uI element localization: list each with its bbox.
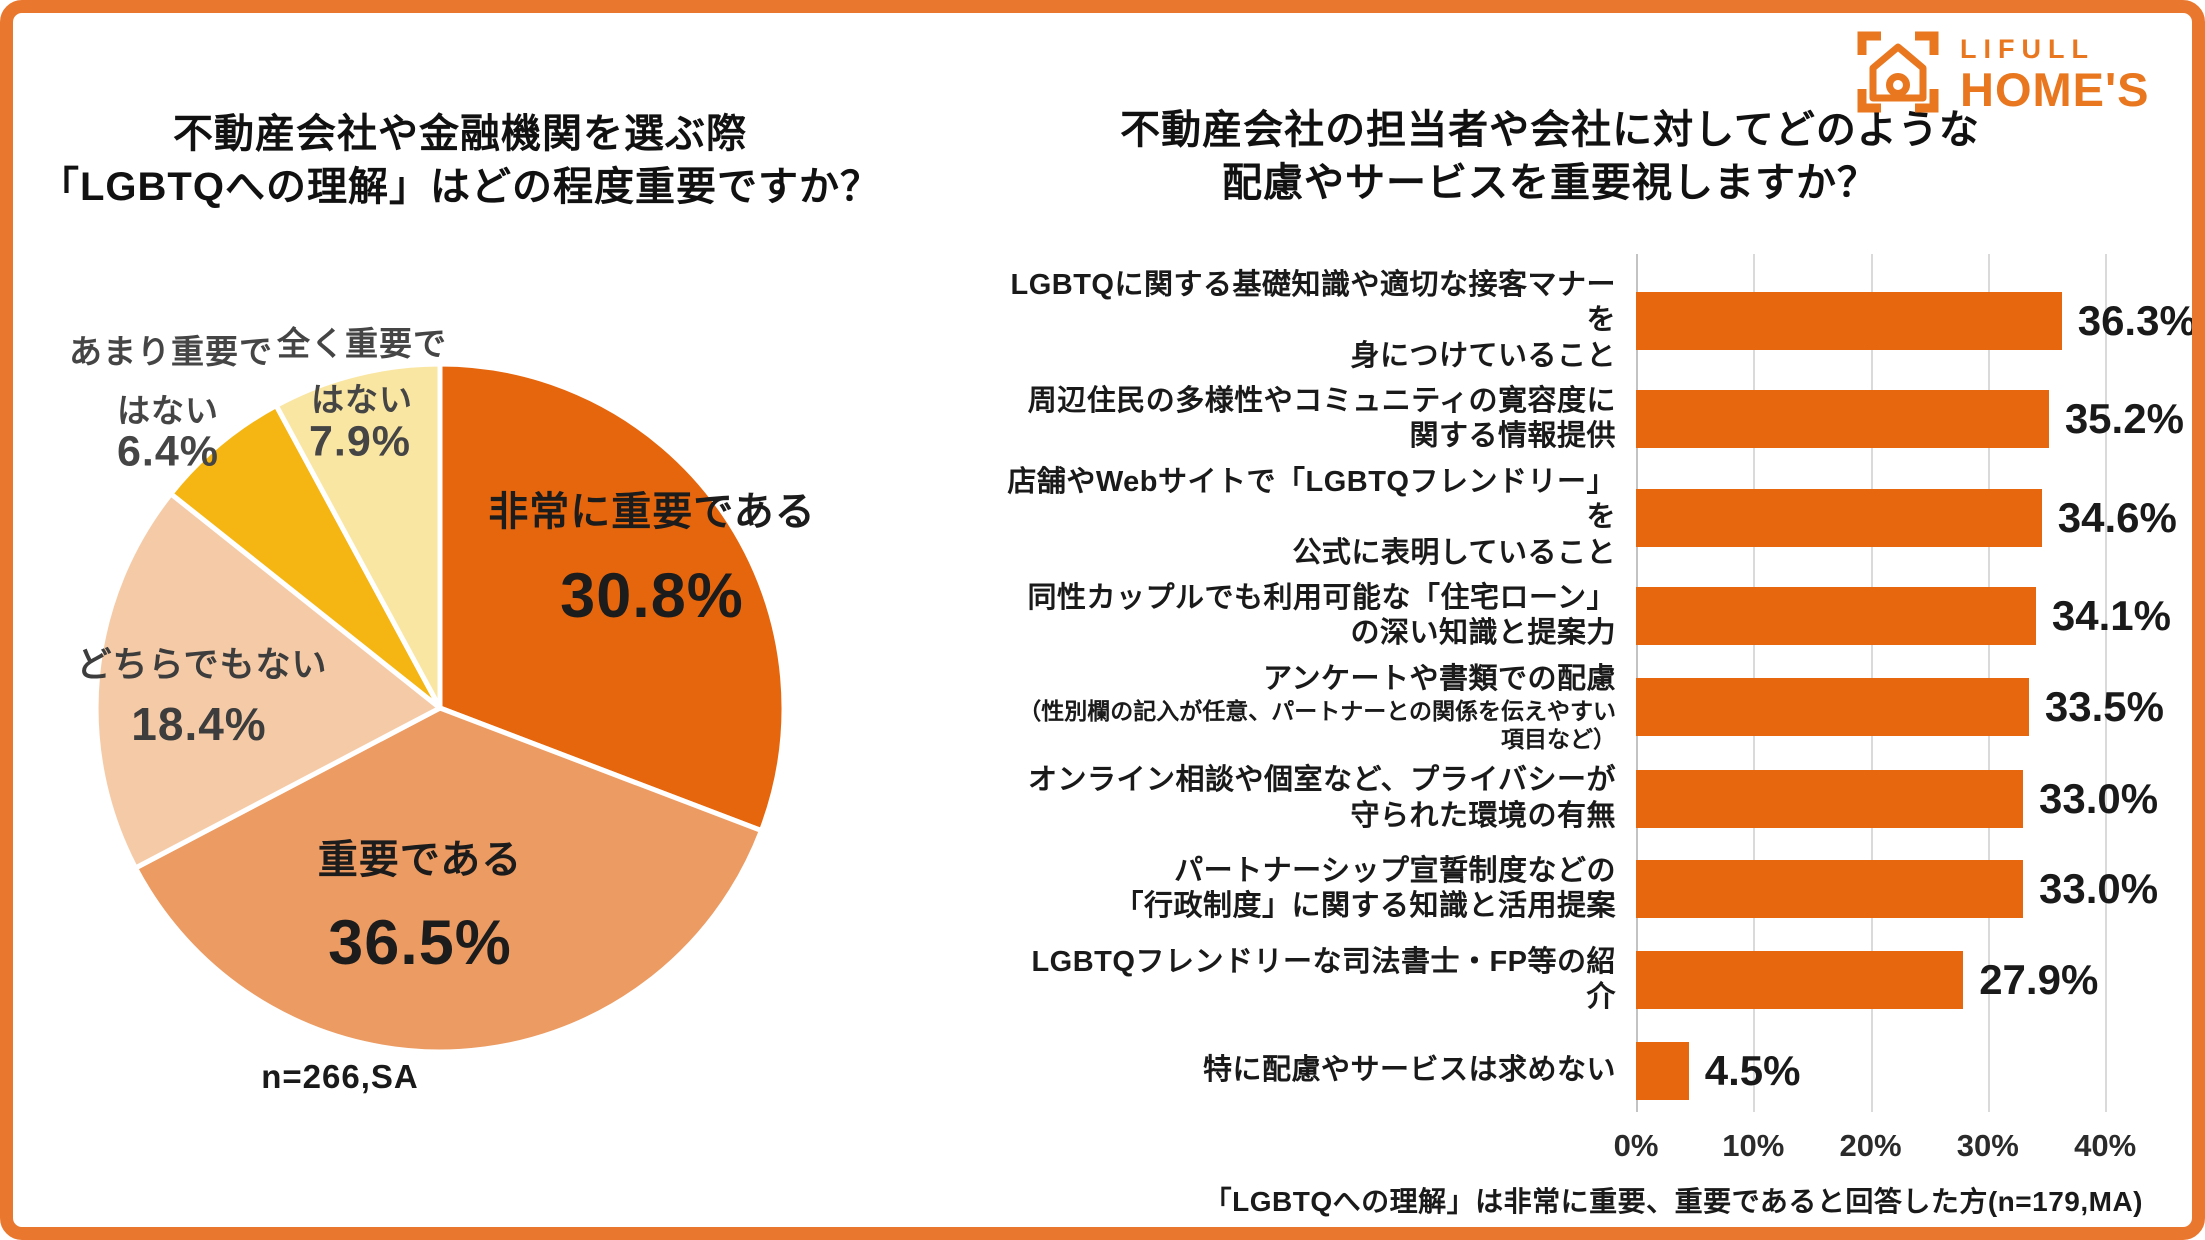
pie-slice-2-label-line1: どちらでもない xyxy=(76,645,328,685)
pie-slice-4-label-line2: はない xyxy=(311,381,413,418)
logo-wordmark: LIFULL HOME'S xyxy=(1960,33,2150,116)
house-viewfinder-icon xyxy=(1852,26,1944,123)
bar-chart-rows: LGBTQに関する基礎知識や適切な接客マナーを 身につけていること 36.3% 周辺住… xyxy=(1005,268,2197,1116)
bar-category-label-line: 周辺住民の多様性やコミュニティの寛容度に関する情報提供 xyxy=(1027,385,1616,453)
bar-category-label-7: LGBTQフレンドリーな司法書士・FP等の紹介 xyxy=(1005,945,1636,1016)
bar-category-label-line: （性別欄の記入が任意、パートナーとの関係を伝えやすい項目など） xyxy=(1018,698,1616,753)
bar-row-6: パートナーシップ宣誓制度などの 「行政制度」に関する知識と活用提案 33.0% xyxy=(1005,844,2158,935)
bar-2 xyxy=(1636,488,2042,547)
bar-6 xyxy=(1636,860,2023,919)
pie-chart-title: 不動産会社や金融機関を選ぶ際 「LGBTQへの理解」はどの程度重要ですか？ xyxy=(30,108,890,214)
bar-row-2: 店舗やWebサイトで「LGBTQフレンドリー」を 公式に表明していること 34.6% xyxy=(1005,465,2177,571)
pie-chart-title-line2: 「LGBTQへの理解」はどの程度重要ですか？ xyxy=(39,164,881,209)
x-axis-tick-30pct: 30% xyxy=(1956,1128,2019,1163)
bar-category-label-8: 特に配慮やサービスは求めない xyxy=(1005,1053,1636,1088)
x-axis-tick-20pct: 20% xyxy=(1839,1128,1902,1163)
bar-category-label-2: 店舗やWebサイトで「LGBTQフレンドリー」を 公式に表明していること xyxy=(1005,465,1636,571)
bar-row-4: アンケートや書類での配慮 （性別欄の記入が任意、パートナーとの関係を伝えやすい項目… xyxy=(1005,662,2164,753)
pie-slice-3 xyxy=(168,403,443,711)
bar-category-label-line: LGBTQフレンドリーな司法書士・FP等の紹介 xyxy=(1031,945,1616,1013)
pie-slice-0-label-line1: 非常に重要である xyxy=(488,490,816,534)
bar-category-label-6: パートナーシップ宣誓制度などの 「行政制度」に関する知識と活用提案 xyxy=(1005,854,1636,925)
bar-value-label-6: 33.0% xyxy=(2039,865,2159,913)
bar-value-label-2: 34.6% xyxy=(2057,493,2177,541)
bar-5 xyxy=(1636,769,2023,828)
bar-value-label-4: 33.5% xyxy=(2044,683,2164,731)
bar-sample-note: 「LGBTQへの理解」は非常に重要、重要であると回答した方(n=179,MA) xyxy=(1203,1186,2143,1217)
bar-3 xyxy=(1636,587,2036,646)
pie-slice-2-value: 18.4% xyxy=(131,698,267,750)
bar-track-7: 27.9% xyxy=(1636,935,2145,1026)
bar-track-8: 4.5% xyxy=(1636,1025,2145,1116)
bar-track-2: 34.6% xyxy=(1636,465,2177,571)
bar-value-label-1: 35.2% xyxy=(2064,395,2184,443)
bar-track-0: 36.3% xyxy=(1636,268,2197,374)
x-axis-tick-0pct: 0% xyxy=(1613,1128,1659,1163)
pie-slice-4-value: 7.9% xyxy=(308,417,412,466)
bar-category-label-line: 「行政制度」に関する知識と活用提案 xyxy=(1114,890,1616,923)
bar-category-label-1: 周辺住民の多様性やコミュニティの寛容度に関する情報提供 xyxy=(1005,384,1636,455)
bar-category-label-line: 店舗やWebサイトで「LGBTQフレンドリー」を xyxy=(1007,465,1616,534)
pie-slice-2 xyxy=(93,491,443,871)
bar-value-label-3: 34.1% xyxy=(2051,592,2172,640)
bar-category-label-line: パートナーシップ宣誓制度などの xyxy=(1174,854,1616,887)
bar-row-3: 同性カップルでも利用可能な「住宅ローン」の深い知識と提案力 34.1% xyxy=(1005,571,2171,662)
logo-text-lifull: LIFULL xyxy=(1960,33,2095,64)
lifull-homes-logo: LIFULL HOME'S xyxy=(1852,26,2150,123)
x-axis-tick-40pct: 40% xyxy=(2074,1128,2137,1163)
bar-chart-title-line2: 配慮やサービスを重要視しますか？ xyxy=(1222,160,1878,205)
bar-category-label-line: アンケートや書類での配慮 xyxy=(1263,662,1616,695)
bar-value-label-8: 4.5% xyxy=(1704,1046,1801,1094)
bar-value-label-0: 36.3% xyxy=(2077,297,2197,345)
pie-slice-4 xyxy=(273,361,443,711)
pie-slice-0 xyxy=(437,361,787,834)
bar-category-label-line: オンライン相談や個室など、プライバシーが守られた環境の有無 xyxy=(1028,764,1616,832)
pie-slice-3-label-line2: はない xyxy=(117,392,219,429)
bar-value-label-7: 27.9% xyxy=(1979,955,2099,1003)
pie-slice-3-label-line1: あまり重要で xyxy=(69,333,273,370)
bar-0 xyxy=(1636,292,2062,351)
bar-track-6: 33.0% xyxy=(1636,844,2158,935)
bar-4 xyxy=(1636,678,2029,737)
pie-slice-1-label-line1: 重要である xyxy=(317,838,523,882)
bar-category-label-line: LGBTQに関する基礎知識や適切な接客マナーを xyxy=(1010,269,1616,337)
bar-row-7: LGBTQフレンドリーな司法書士・FP等の紹介 27.9% xyxy=(1005,935,2145,1026)
bar-chart-title-line1: 不動産会社の担当者や会社に対してどのような xyxy=(1120,108,1980,152)
pie-slice-1-value: 36.5% xyxy=(328,908,512,978)
pie-slice-3-value: 6.4% xyxy=(116,427,220,476)
bar-track-4: 33.5% xyxy=(1636,662,2164,753)
bar-category-label-line: 公式に表明していること xyxy=(1292,536,1616,569)
bar-track-1: 35.2% xyxy=(1636,374,2184,465)
pie-slice-1 xyxy=(133,705,764,1055)
bar-row-5: オンライン相談や個室など、プライバシーが守られた環境の有無 33.0% xyxy=(1005,753,2158,844)
bar-category-label-5: オンライン相談や個室など、プライバシーが守られた環境の有無 xyxy=(1005,763,1636,834)
bar-category-label-3: 同性カップルでも利用可能な「住宅ローン」の深い知識と提案力 xyxy=(1005,581,1636,652)
pie-slice-0-value: 30.8% xyxy=(560,561,744,631)
pie-chart xyxy=(93,361,787,1055)
bar-row-0: LGBTQに関する基礎知識や適切な接客マナーを 身につけていること 36.3% xyxy=(1005,268,2197,374)
bar-value-label-5: 33.0% xyxy=(2039,774,2159,822)
bar-category-label-4: アンケートや書類での配慮 （性別欄の記入が任意、パートナーとの関係を伝えやすい項目… xyxy=(1005,662,1636,753)
bar-category-label-0: LGBTQに関する基礎知識や適切な接客マナーを 身につけていること xyxy=(1005,268,1636,374)
pie-sample-note: n=266,SA xyxy=(261,1058,419,1095)
logo-text-homes: HOME'S xyxy=(1960,62,2150,116)
bar-1 xyxy=(1636,390,2049,449)
bar-category-label-line: 身につけていること xyxy=(1350,339,1616,372)
bar-chart-title: 不動産会社の担当者や会社に対してどのような 配慮やサービスを重要視しますか？ xyxy=(985,104,2115,210)
pie-slice-4-label-line1: 全く重要で xyxy=(277,325,447,362)
bar-track-5: 33.0% xyxy=(1636,753,2158,844)
bar-track-3: 34.1% xyxy=(1636,571,2171,662)
bar-chart: LGBTQに関する基礎知識や適切な接客マナーを 身につけていること 36.3% 周辺住… xyxy=(1005,254,2197,1116)
x-axis-tick-10pct: 10% xyxy=(1722,1128,1785,1163)
bar-row-1: 周辺住民の多様性やコミュニティの寛容度に関する情報提供 35.2% xyxy=(1005,374,2184,465)
gridline-40pct xyxy=(2105,254,2108,1112)
bar-row-8: 特に配慮やサービスは求めない 4.5% xyxy=(1005,1025,2145,1116)
pie-chart-title-line1: 不動産会社や金融機関を選ぶ際 xyxy=(173,112,747,156)
bar-category-label-line: 特に配慮やサービスは求めない xyxy=(1202,1053,1616,1086)
bar-8 xyxy=(1636,1041,1689,1100)
bar-7 xyxy=(1636,950,1964,1009)
bar-category-label-line: 同性カップルでも利用可能な「住宅ローン」の深い知識と提案力 xyxy=(1027,581,1616,650)
